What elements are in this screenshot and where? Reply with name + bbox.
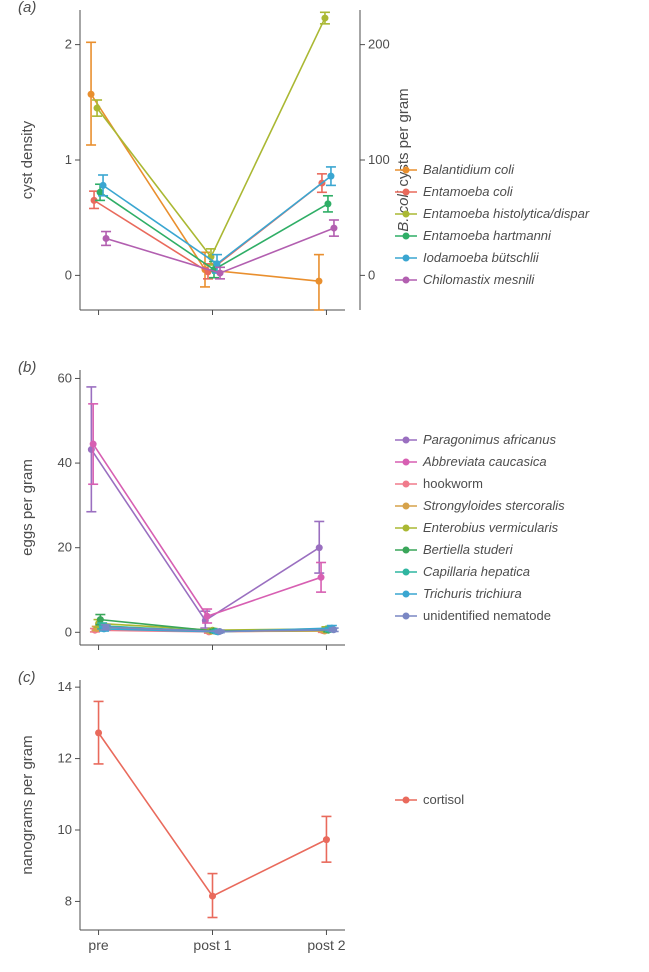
ytick-label: 0 xyxy=(65,624,72,639)
legend-marker xyxy=(403,233,410,240)
legend-marker xyxy=(403,167,410,174)
legend-label: Balantidium coli xyxy=(423,162,515,177)
legend-label: Abbreviata caucasica xyxy=(422,454,547,469)
ytick-right-label: 200 xyxy=(368,37,390,52)
legend-marker xyxy=(403,591,410,598)
legend-label: Bertiella studeri xyxy=(423,542,514,557)
data-point xyxy=(90,441,97,448)
data-point xyxy=(95,729,102,736)
legend-marker xyxy=(403,481,410,488)
data-point xyxy=(324,200,331,207)
y-axis-label: cyst density xyxy=(19,120,36,199)
data-point xyxy=(315,278,322,285)
legend-marker xyxy=(403,437,410,444)
legend-label: Enterobius vermicularis xyxy=(423,520,559,535)
legend-marker xyxy=(403,503,410,510)
series-line xyxy=(103,176,331,264)
data-point xyxy=(103,235,110,242)
xtick-label: post 2 xyxy=(307,937,345,953)
ytick-label: 8 xyxy=(65,893,72,908)
legend-label: Entamoeba hartmanni xyxy=(423,228,552,243)
legend-label: cortisol xyxy=(423,792,464,807)
ytick-right-label: 0 xyxy=(368,267,375,282)
data-point xyxy=(318,574,325,581)
data-point xyxy=(88,91,95,98)
data-point xyxy=(97,616,104,623)
series-line xyxy=(91,450,319,621)
y-axis-label: nanograms per gram xyxy=(19,735,36,874)
legend-marker xyxy=(403,547,410,554)
ytick-label: 40 xyxy=(58,455,72,470)
data-point xyxy=(316,544,323,551)
legend-marker xyxy=(403,613,410,620)
y-axis-label: eggs per gram xyxy=(19,459,36,556)
data-point xyxy=(100,182,107,189)
legend-label: Chilomastix mesnili xyxy=(423,272,535,287)
ytick-label: 0 xyxy=(65,267,72,282)
ytick-label: 20 xyxy=(58,540,72,555)
legend-marker xyxy=(403,255,410,262)
panel-label: (a) xyxy=(18,0,36,16)
xtick-label: pre xyxy=(88,937,108,953)
series-line xyxy=(99,733,327,896)
legend-marker xyxy=(403,525,410,532)
legend-label: Entamoeba histolytica/dispar xyxy=(423,206,590,221)
legend-marker xyxy=(403,569,410,576)
legend-marker xyxy=(403,211,410,218)
data-point xyxy=(330,626,337,633)
legend-label: Entamoeba coli xyxy=(423,184,514,199)
ytick-label: 2 xyxy=(65,37,72,52)
legend-marker xyxy=(403,459,410,466)
series-line xyxy=(97,18,325,257)
legend-label: unidentified nematode xyxy=(423,608,551,623)
data-point xyxy=(321,15,328,22)
data-point xyxy=(102,624,109,631)
panel-label: (b) xyxy=(18,359,36,376)
series-line xyxy=(93,444,321,616)
data-point xyxy=(214,260,221,267)
data-point xyxy=(217,270,224,277)
ytick-label: 12 xyxy=(58,751,72,766)
legend-label: Paragonimus africanus xyxy=(423,432,556,447)
data-point xyxy=(204,613,211,620)
legend-label: Iodamoeba bütschlii xyxy=(423,250,540,265)
legend-marker xyxy=(403,277,410,284)
data-point xyxy=(327,173,334,180)
data-point xyxy=(209,893,216,900)
data-point xyxy=(323,836,330,843)
legend-label: Strongyloides stercoralis xyxy=(423,498,565,513)
data-point xyxy=(94,105,101,112)
ytick-label: 1 xyxy=(65,152,72,167)
legend-label: Capillaria hepatica xyxy=(423,564,530,579)
ytick-label: 14 xyxy=(58,679,72,694)
data-point xyxy=(216,628,223,635)
legend-marker xyxy=(403,189,410,196)
xtick-label: post 1 xyxy=(193,937,231,953)
y-axis-right-label: B. coli cysts per gram xyxy=(395,88,412,231)
legend-marker xyxy=(403,797,410,804)
ytick-label: 60 xyxy=(58,370,72,385)
ytick-label: 10 xyxy=(58,822,72,837)
legend-label: hookworm xyxy=(423,476,483,491)
panel-label: (c) xyxy=(18,669,36,686)
legend-label: Trichuris trichiura xyxy=(423,586,522,601)
data-point xyxy=(330,225,337,232)
ytick-right-label: 100 xyxy=(368,152,390,167)
